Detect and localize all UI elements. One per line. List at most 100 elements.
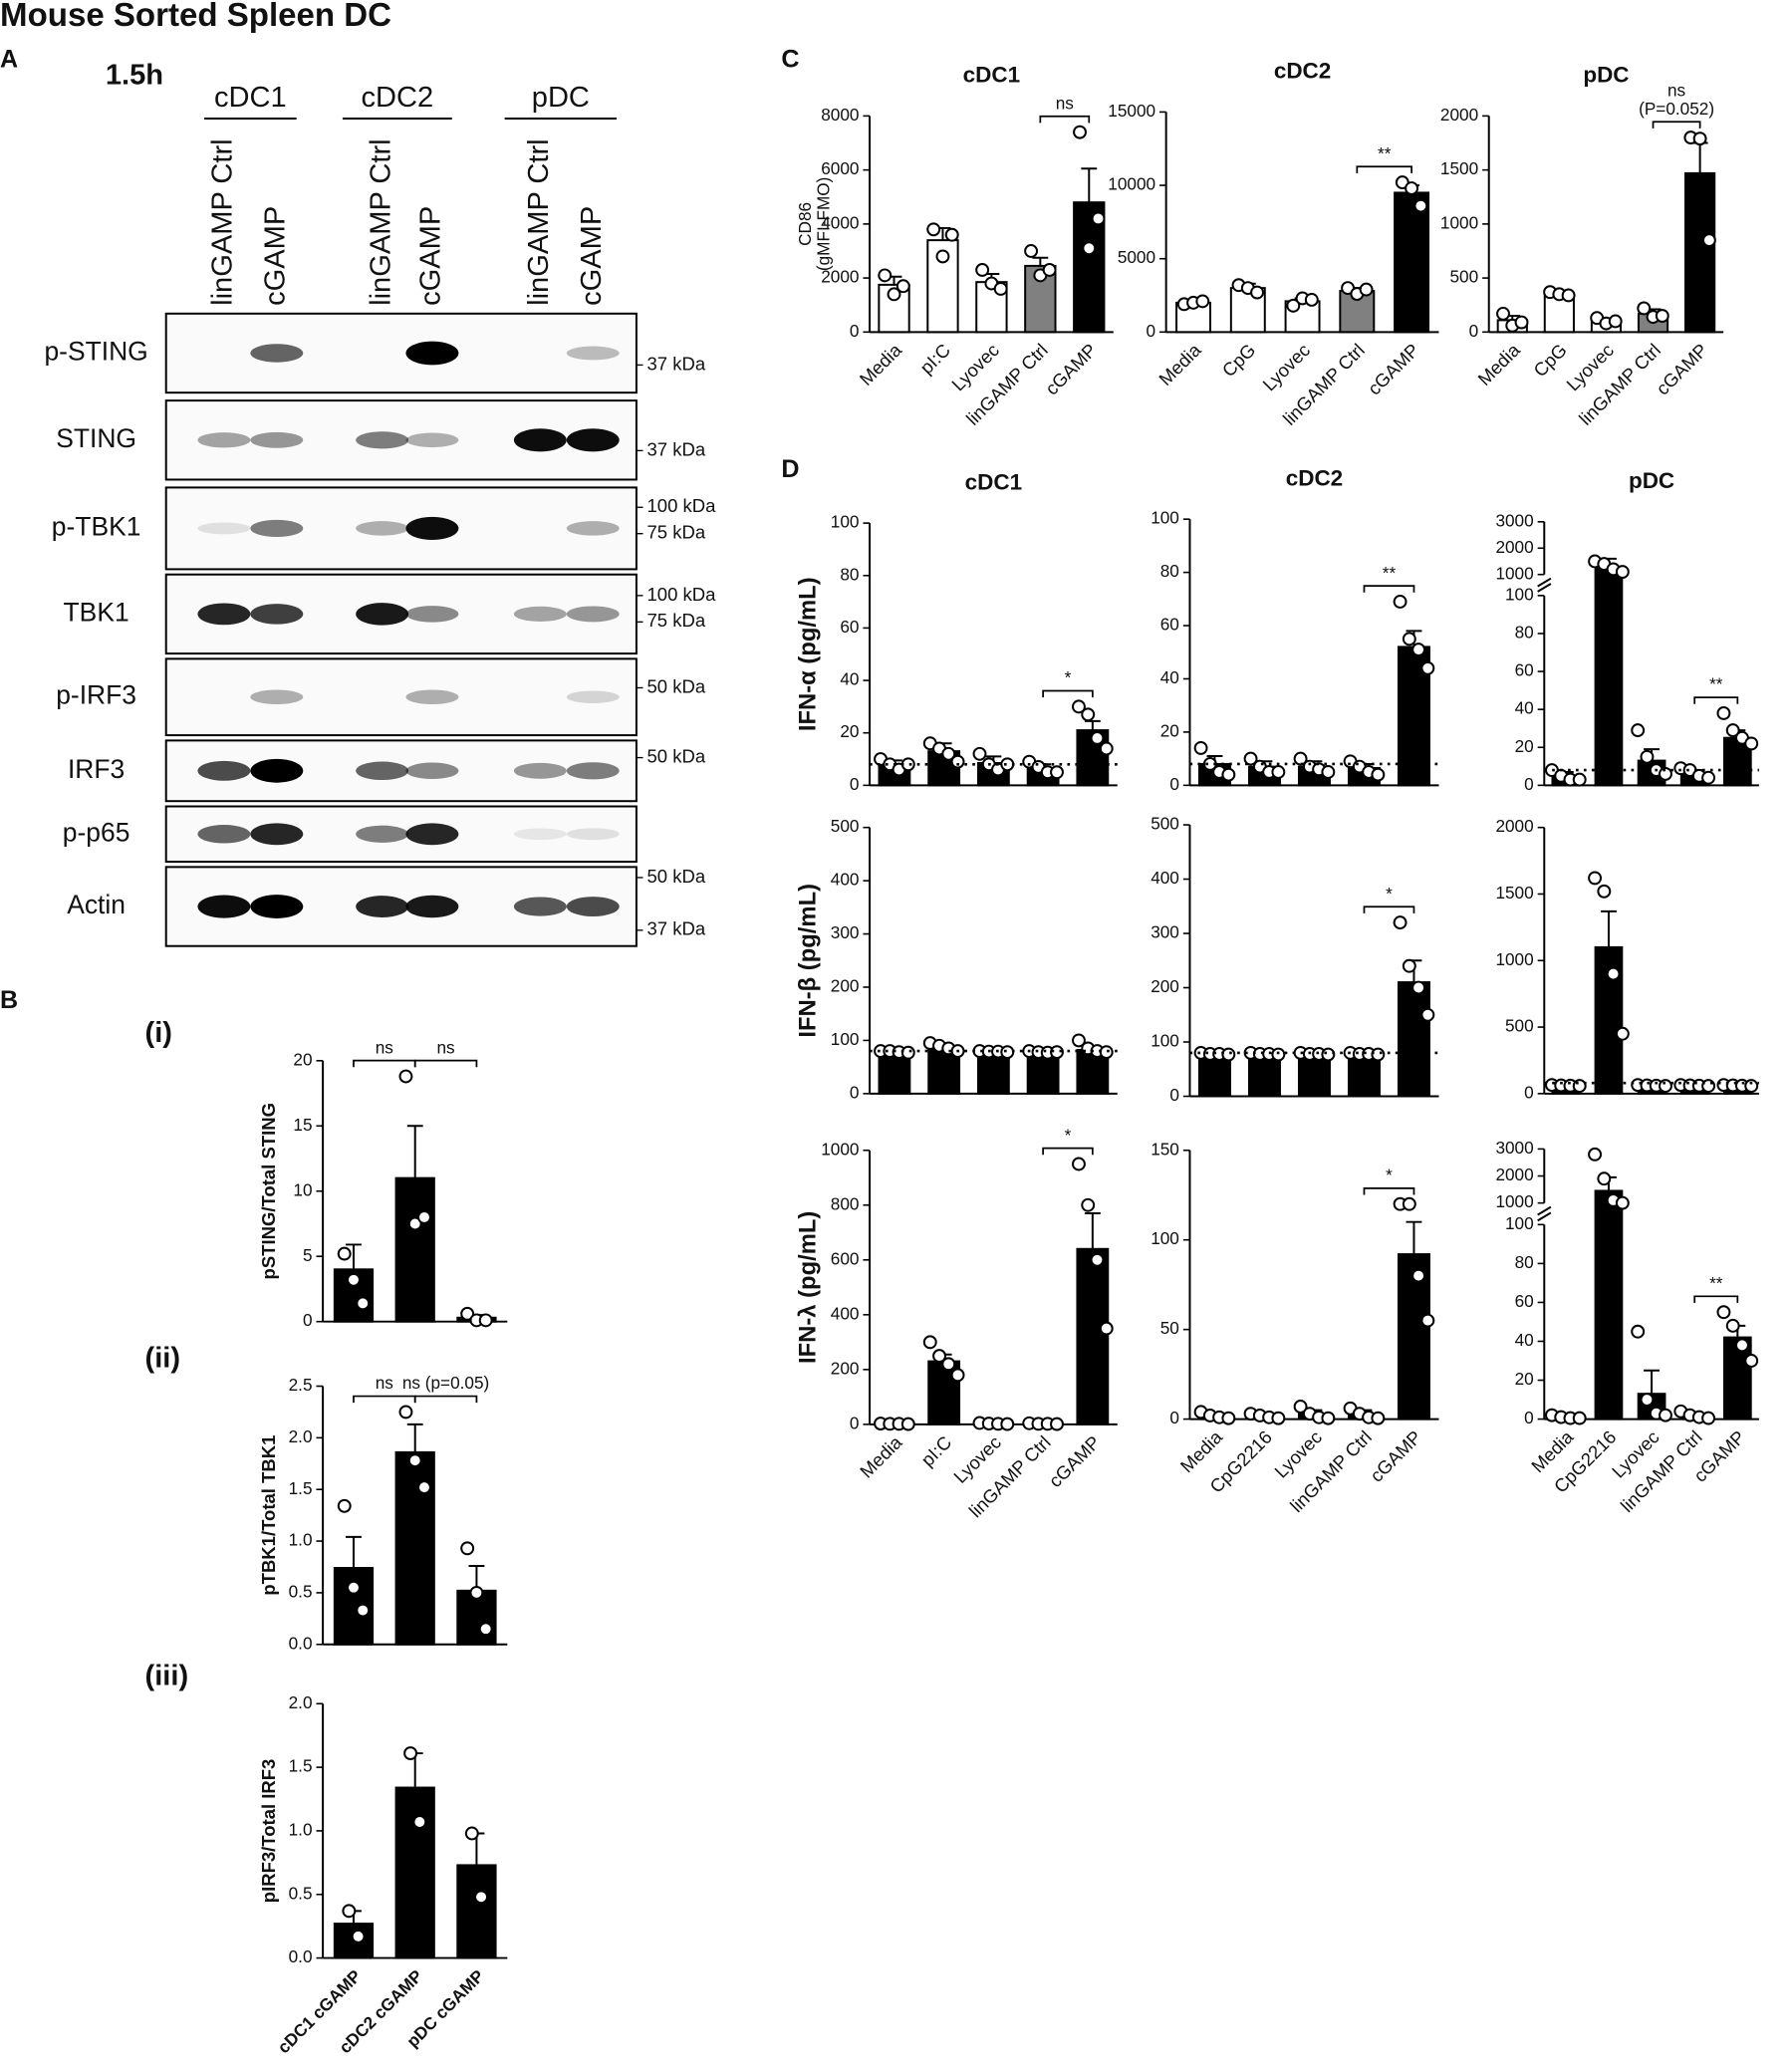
band [405, 762, 459, 780]
y-tick-label: 15000 [1108, 101, 1155, 121]
data-point [1371, 1411, 1386, 1425]
band [250, 519, 304, 538]
significance-bracket [413, 1059, 478, 1068]
band [250, 344, 304, 363]
band [566, 762, 620, 780]
data-point [1000, 1417, 1015, 1431]
band [405, 689, 459, 704]
bar [394, 1450, 435, 1646]
group-label: pDC [532, 82, 590, 114]
band [356, 431, 409, 449]
y-tick-label: 100 [1151, 1228, 1179, 1248]
significance-bracket [1363, 585, 1415, 593]
band [405, 823, 459, 846]
significance-bracket [413, 1395, 478, 1404]
y-tick-label: 0.0 [289, 1633, 313, 1653]
y-tick-label: 100 [1505, 584, 1534, 604]
blot-box [164, 657, 638, 737]
data-point [1744, 736, 1759, 751]
y-tick-label: 0 [1524, 1082, 1534, 1102]
band [566, 690, 620, 704]
error-bar [406, 1125, 423, 1178]
lane-label: cGAMP [260, 206, 292, 306]
error-bar [1084, 1212, 1101, 1249]
data-point [1090, 731, 1105, 745]
data-point [1615, 1195, 1630, 1210]
data-point [1050, 1417, 1064, 1431]
error-bar [346, 1535, 362, 1569]
band [566, 346, 620, 361]
band [513, 762, 567, 779]
data-point [1631, 723, 1646, 738]
bar [1594, 565, 1624, 787]
data-point [1042, 263, 1057, 277]
data-point [941, 1357, 956, 1372]
y-tick-label: 0.0 [289, 1946, 313, 1966]
y-tick-label: 20 [1515, 736, 1534, 756]
data-point [1411, 643, 1426, 657]
y-axis-label: IFN-λ (pg/mL) [794, 1211, 821, 1364]
bar [1397, 981, 1430, 1098]
data-point [950, 754, 965, 769]
data-point [1405, 181, 1419, 195]
data-point [1402, 958, 1416, 973]
data-point [1659, 1408, 1672, 1423]
kda-marker: 37 kDa [647, 353, 706, 374]
significance-label: ** [1709, 674, 1723, 694]
data-point [1692, 131, 1707, 146]
data-point [1321, 1047, 1336, 1062]
panel-label: C [781, 45, 799, 73]
data-point [347, 1272, 361, 1287]
data-point [1420, 1007, 1435, 1022]
data-point [1371, 767, 1386, 782]
data-point [878, 268, 893, 283]
y-tick-label: 4000 [821, 212, 859, 232]
y-tick-label: 0 [850, 774, 860, 794]
chart-title: (ii) [145, 1343, 181, 1375]
y-tick-label: 1.5 [289, 1756, 313, 1776]
y-tick-label: 3000 [1495, 1138, 1533, 1158]
bar [975, 281, 1008, 334]
kda-marker: 50 kDa [647, 866, 706, 887]
bar [1394, 191, 1430, 334]
data-point [944, 227, 959, 242]
data-point [337, 1498, 352, 1513]
y-tick-label: 1000 [1440, 212, 1478, 232]
kda-marker: 50 kDa [647, 745, 706, 766]
data-point [1597, 1171, 1612, 1186]
significance-bracket [1652, 121, 1701, 129]
y-tick-label: 1000 [1495, 949, 1533, 969]
chart-title: cDC2 [1274, 59, 1331, 84]
data-point [1725, 1318, 1740, 1333]
significance-label: ns [376, 1037, 393, 1057]
y-tick-label: 1000 [1495, 1191, 1533, 1211]
y-tick-label: 300 [831, 922, 860, 942]
chart-title: pDC [1629, 468, 1674, 493]
bar [1594, 1189, 1624, 1421]
significance-bracket [1693, 696, 1739, 704]
data-point [1250, 285, 1265, 300]
data-point [1716, 1305, 1731, 1320]
data-point [464, 1826, 479, 1841]
significance-label: * [1065, 1125, 1072, 1145]
y-tick-label: 100 [831, 512, 860, 532]
data-point [469, 1585, 484, 1600]
data-point [1393, 915, 1408, 930]
error-bar [1081, 167, 1098, 203]
data-point [412, 1815, 427, 1829]
data-point [1597, 884, 1612, 899]
y-tick-label: 150 [1151, 1139, 1179, 1159]
data-point [1099, 741, 1114, 756]
panel-label: B [0, 986, 18, 1014]
data-point [417, 1209, 431, 1224]
y-tick-label: 0 [850, 1413, 860, 1432]
y-axis-label: CD86 [795, 202, 815, 246]
y-tick-label: 0 [1469, 321, 1479, 341]
lane-label: linGAMP Ctrl [207, 138, 239, 306]
y-tick-label: 10000 [1108, 174, 1155, 194]
band [250, 895, 304, 918]
band [513, 606, 567, 622]
data-point [1099, 1045, 1114, 1060]
data-point [478, 1622, 493, 1637]
